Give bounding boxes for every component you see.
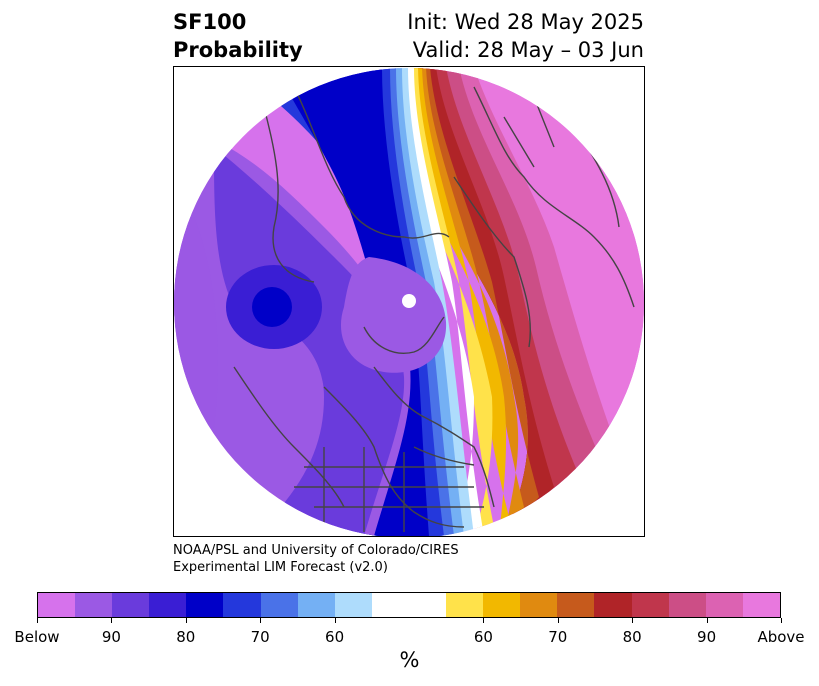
colorbar-swatch [594,593,632,617]
polar-map [173,66,645,537]
colorbar-tick [483,618,485,623]
colorbar-tick [334,618,336,623]
colorbar-tick [185,618,187,623]
colorbar-swatch [520,593,558,617]
title-line-1: SF100 [173,10,247,34]
colorbar-swatch [38,593,76,617]
colorbar-swatch [483,593,521,617]
colorbar-swatch [371,593,409,617]
pole-marker [402,294,416,308]
init-date: Init: Wed 28 May 2025 [407,10,644,34]
colorbar-tick [781,618,782,623]
colorbar-tick [260,618,262,623]
colorbar-tick-label: 70 [250,628,270,646]
colorbar-unit: % [399,648,420,672]
colorbar-swatch [260,593,298,617]
colorbar-tick-label: Below [14,628,60,646]
colorbar-tick [37,618,38,623]
colorbar-tick [111,618,113,623]
colorbar [37,592,781,618]
credit-line-1: NOAA/PSL and University of Colorado/CIRE… [173,543,459,558]
colorbar-tick [706,618,708,623]
colorbar-tick-label: 70 [548,628,568,646]
colorbar-swatch [75,593,113,617]
colorbar-swatch [186,593,224,617]
colorbar-swatch [631,593,669,617]
colorbar-swatch [112,593,150,617]
colorbar-swatch [557,593,595,617]
colorbar-tick [557,618,559,623]
colorbar-tick-label: Above [757,628,805,646]
colorbar-tick-label: 80 [176,628,196,646]
colorbar-swatch [705,593,743,617]
pole-region [340,257,447,373]
probability-map-svg [174,68,644,536]
colorbar-tick-label: 90 [697,628,717,646]
colorbar-tick-label: 80 [622,628,642,646]
colorbar-tick [632,618,634,623]
title-line-2: Probability [173,38,303,62]
colorbar-tick-label: 60 [473,628,493,646]
colorbar-swatch [297,593,335,617]
colorbar-swatch [668,593,706,617]
credit-line-2: Experimental LIM Forecast (v2.0) [173,560,388,575]
colorbar-ticks: Below 90 80 70 60 60 70 80 90 Above [0,618,819,648]
credit-text: NOAA/PSL and University of Colorado/CIRE… [173,542,459,576]
colorbar-swatch [742,593,780,617]
map-title: SF100 Probability [173,8,303,64]
colorbar-swatch [334,593,372,617]
colorbar-tick-label: 60 [325,628,345,646]
colorbar-swatch [149,593,187,617]
colorbar-swatch [223,593,261,617]
colorbar-swatch [446,593,484,617]
date-info: Init: Wed 28 May 2025 Valid: 28 May – 03… [407,8,644,64]
colorbar-swatch [408,593,447,617]
valid-range: Valid: 28 May – 03 Jun [412,38,644,62]
colorbar-tick-label: 90 [101,628,121,646]
